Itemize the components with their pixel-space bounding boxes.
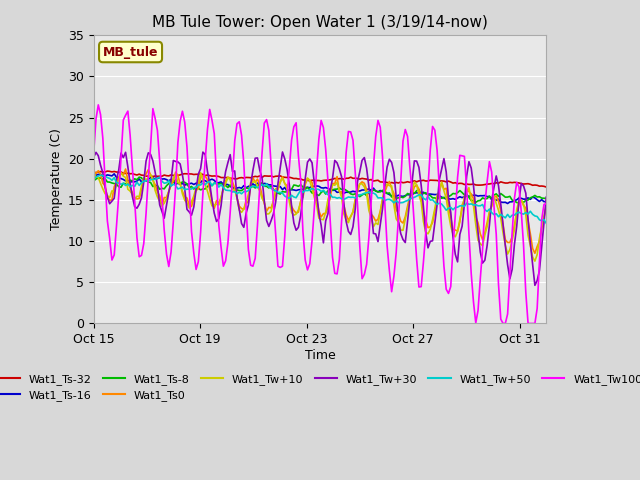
Wat1_Tw+30	[506, 276, 514, 282]
Wat1_Tw+50	[176, 185, 184, 191]
Wat1_Ts0	[90, 168, 97, 174]
Wat1_Ts-8	[506, 193, 514, 199]
Wat1_Ts-8	[90, 178, 97, 184]
Wat1_Ts0	[506, 240, 514, 245]
Wat1_Tw100	[499, 321, 507, 326]
Line: Wat1_Tw+30: Wat1_Tw+30	[93, 152, 547, 285]
Wat1_Tw+50	[110, 175, 118, 180]
Wat1_Tw100	[110, 252, 118, 258]
Wat1_Tw100	[508, 230, 516, 236]
Wat1_Tw+30	[522, 190, 530, 196]
Wat1_Ts-16	[110, 171, 118, 177]
Wat1_Tw+50	[522, 210, 530, 216]
Wat1_Ts-8	[108, 180, 116, 186]
Wat1_Tw+30	[278, 149, 286, 155]
Wat1_Tw100	[120, 117, 127, 123]
Wat1_Tw+10	[117, 170, 125, 176]
Wat1_Ts-16	[504, 201, 511, 206]
Line: Wat1_Ts-16: Wat1_Ts-16	[93, 174, 547, 204]
Wat1_Tw+30	[211, 210, 218, 216]
Wat1_Tw+10	[90, 171, 97, 177]
Wat1_Ts-16	[524, 195, 532, 201]
Line: Wat1_Ts0: Wat1_Ts0	[93, 169, 547, 253]
Line: Wat1_Ts-8: Wat1_Ts-8	[93, 177, 547, 203]
Wat1_Tw+50	[90, 174, 97, 180]
Wat1_Ts0	[117, 169, 125, 175]
Wat1_Ts-8	[212, 181, 220, 187]
Wat1_Tw+10	[174, 180, 182, 186]
Wat1_Tw+50	[543, 220, 550, 226]
Title: MB Tule Tower: Open Water 1 (3/19/14-now): MB Tule Tower: Open Water 1 (3/19/14-now…	[152, 15, 488, 30]
Wat1_Tw+30	[117, 150, 125, 156]
X-axis label: Time: Time	[305, 349, 335, 362]
Wat1_Tw+10	[543, 202, 550, 207]
Wat1_Ts-16	[508, 199, 516, 204]
Line: Wat1_Tw+50: Wat1_Tw+50	[93, 175, 547, 223]
Wat1_Tw+10	[212, 202, 220, 207]
Text: MB_tule: MB_tule	[103, 46, 158, 59]
Wat1_Tw+10	[196, 170, 204, 176]
Wat1_Tw+30	[90, 154, 97, 160]
Wat1_Ts0	[531, 251, 539, 256]
Wat1_Tw+30	[543, 194, 550, 200]
Wat1_Ts-8	[543, 195, 550, 201]
Wat1_Ts-16	[90, 173, 97, 179]
Wat1_Ts-8	[524, 197, 532, 203]
Wat1_Tw100	[212, 174, 220, 180]
Line: Wat1_Tw100: Wat1_Tw100	[93, 105, 547, 324]
Wat1_Ts-16	[108, 173, 116, 179]
Wat1_Ts-8	[176, 180, 184, 186]
Wat1_Ts0	[522, 205, 530, 211]
Wat1_Ts-32	[522, 181, 530, 187]
Wat1_Ts-32	[543, 184, 550, 190]
Wat1_Ts-16	[120, 177, 127, 182]
Wat1_Tw+30	[108, 198, 116, 204]
Wat1_Tw+50	[97, 172, 104, 178]
Wat1_Ts-32	[506, 180, 514, 185]
Wat1_Tw+10	[108, 188, 116, 194]
Wat1_Tw+10	[531, 258, 539, 264]
Wat1_Tw+50	[120, 180, 127, 186]
Wat1_Tw+30	[174, 159, 182, 165]
Wat1_Ts-8	[136, 174, 143, 180]
Wat1_Tw100	[90, 149, 97, 155]
Wat1_Tw100	[176, 118, 184, 124]
Wat1_Ts-32	[90, 170, 97, 176]
Wat1_Ts-8	[117, 184, 125, 190]
Wat1_Ts-16	[176, 181, 184, 187]
Wat1_Ts0	[176, 181, 184, 187]
Wat1_Ts-8	[515, 200, 523, 206]
Wat1_Tw100	[543, 201, 550, 206]
Wat1_Ts0	[122, 166, 129, 172]
Line: Wat1_Tw+10: Wat1_Tw+10	[93, 173, 547, 261]
Wat1_Ts-32	[110, 168, 118, 174]
Wat1_Ts-16	[212, 180, 220, 186]
Wat1_Ts-32	[104, 168, 111, 174]
Line: Wat1_Ts-32: Wat1_Ts-32	[93, 171, 547, 187]
Wat1_Ts-32	[120, 170, 127, 176]
Legend: Wat1_Ts-32, Wat1_Ts-16, Wat1_Ts-8, Wat1_Ts0, Wat1_Tw+10, Wat1_Tw+30, Wat1_Tw+50,: Wat1_Ts-32, Wat1_Ts-16, Wat1_Ts-8, Wat1_…	[0, 369, 640, 406]
Wat1_Tw+10	[506, 247, 514, 252]
Wat1_Ts0	[543, 205, 550, 211]
Wat1_Ts-16	[543, 198, 550, 204]
Y-axis label: Temperature (C): Temperature (C)	[49, 129, 63, 230]
Wat1_Tw+10	[522, 212, 530, 218]
Wat1_Ts-32	[212, 173, 220, 179]
Wat1_Ts0	[108, 197, 116, 203]
Wat1_Tw+30	[531, 282, 539, 288]
Wat1_Tw+50	[212, 180, 220, 186]
Wat1_Ts0	[212, 198, 220, 204]
Wat1_Tw100	[95, 102, 102, 108]
Wat1_Tw100	[524, 321, 532, 326]
Wat1_Tw+50	[506, 215, 514, 220]
Wat1_Ts-32	[176, 172, 184, 178]
